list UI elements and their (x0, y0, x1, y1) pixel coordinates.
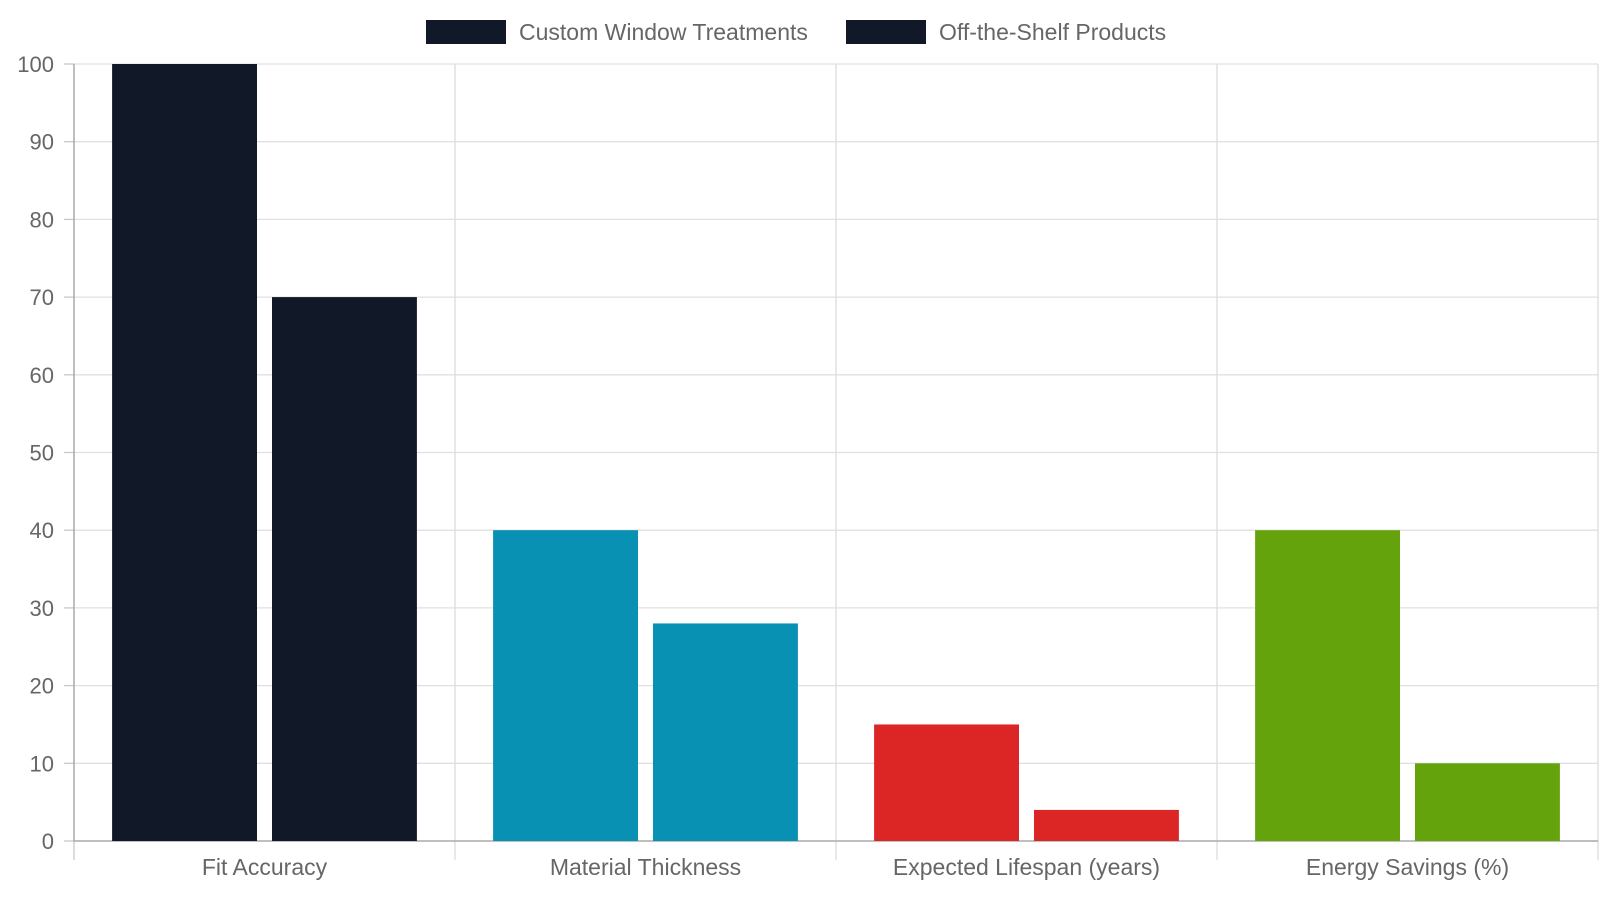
y-tick-label: 20 (30, 674, 54, 699)
legend: Custom Window Treatments Off-the-Shelf Pr… (426, 19, 1166, 45)
legend-label: Off-the-Shelf Products (939, 19, 1166, 45)
y-tick-label: 40 (30, 518, 54, 543)
bar (1034, 809, 1179, 841)
bar (874, 724, 1019, 841)
y-tick-label: 50 (30, 441, 54, 466)
y-tick-label: 0 (42, 829, 54, 854)
bar (493, 530, 638, 841)
y-tick-label: 30 (30, 596, 54, 621)
y-tick-label: 70 (30, 285, 54, 310)
x-category-label: Material Thickness (550, 854, 741, 880)
bar (272, 297, 417, 842)
x-category-label: Expected Lifespan (years) (893, 854, 1160, 880)
x-category-label: Energy Savings (%) (1306, 854, 1509, 880)
x-category-label: Fit Accuracy (202, 854, 328, 880)
bar (653, 623, 798, 841)
legend-swatch (846, 20, 926, 44)
y-tick-label: 80 (30, 207, 54, 232)
bar (112, 64, 257, 841)
bar (1415, 763, 1560, 841)
legend-swatch (426, 20, 506, 44)
bar (1255, 530, 1400, 841)
y-tick-label: 10 (30, 751, 54, 776)
y-tick-label: 90 (30, 130, 54, 155)
y-tick-label: 60 (30, 363, 54, 388)
bars (112, 64, 1560, 842)
y-tick-label: 100 (17, 52, 54, 77)
legend-label: Custom Window Treatments (519, 19, 808, 45)
